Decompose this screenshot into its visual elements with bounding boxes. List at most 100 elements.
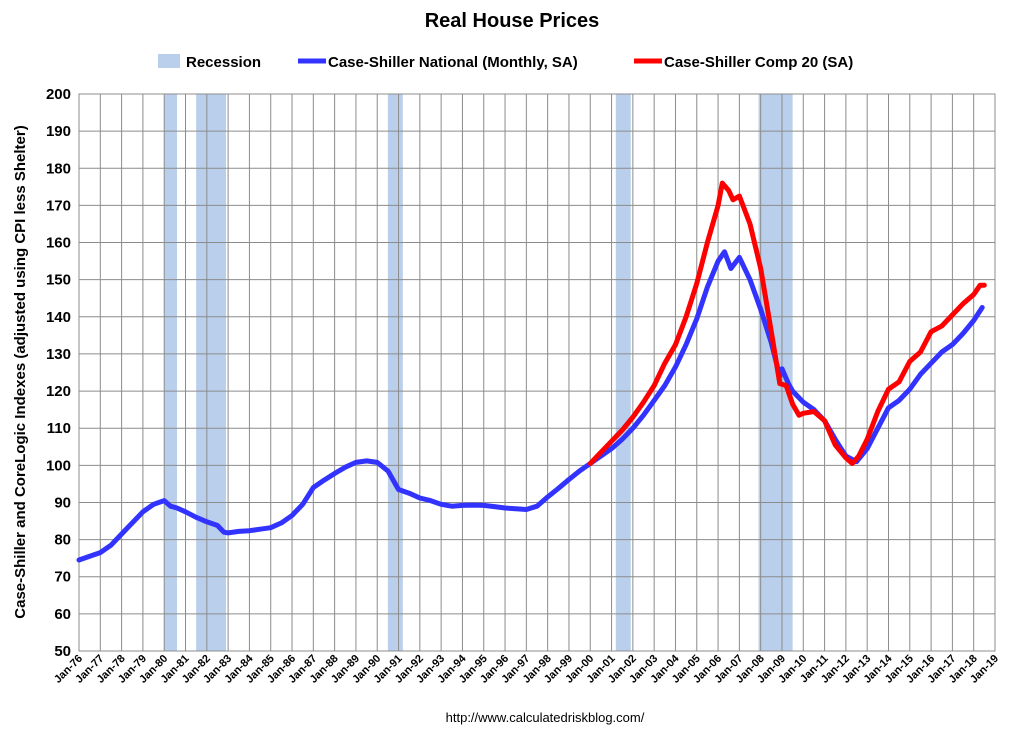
- legend-national-label: Case-Shiller National (Monthly, SA): [328, 54, 578, 71]
- series-0-point-43: [514, 507, 517, 510]
- series-1-point-16: [738, 195, 741, 197]
- series-0-point-23: [301, 503, 304, 506]
- series-0-point-1: [88, 555, 91, 558]
- series-0-point-17: [237, 530, 240, 533]
- series-1-point-4: [632, 416, 634, 418]
- series-0-point-11: [184, 510, 187, 513]
- plot-frame: [78, 93, 996, 652]
- y-tick-label-15: 200: [46, 86, 71, 103]
- series-0-point-42: [504, 507, 506, 509]
- series-1-point-11: [706, 241, 709, 244]
- series-0-point-9: [169, 505, 172, 507]
- series-1-point-33: [887, 388, 890, 391]
- series-1-point-3: [621, 429, 624, 431]
- series-0-point-66: [749, 278, 751, 281]
- series-0-point-64: [730, 267, 732, 270]
- series-0-point-56: [653, 399, 655, 402]
- y-tick-label-3: 80: [54, 532, 71, 549]
- series-0-point-47: [557, 487, 560, 490]
- y-tick-label-4: 90: [54, 494, 71, 511]
- series-1-point-21: [785, 384, 788, 387]
- series-0-point-7: [152, 503, 155, 506]
- series-1-point-32: [877, 410, 879, 413]
- series-1-point-37: [930, 330, 932, 333]
- series-1-point-25: [813, 410, 815, 413]
- series-0-point-44: [525, 508, 528, 511]
- series-1-point-26: [823, 419, 826, 422]
- series-0-point-14: [216, 524, 219, 527]
- y-tick-label-11: 160: [46, 235, 71, 252]
- series-0-point-19: [259, 528, 261, 531]
- series-0-point-18: [248, 529, 251, 532]
- series-0-point-54: [632, 427, 634, 430]
- series-0-point-4: [120, 533, 123, 535]
- series-1-point-42: [979, 284, 981, 287]
- series-0-point-16: [227, 532, 229, 534]
- y-axis: 50 60 70 80 90 100 110 120 130 140 150 160 170 180 190…: [46, 86, 71, 660]
- series-0-point-90: [981, 306, 984, 309]
- series-0-point-34: [419, 497, 421, 499]
- series-1-point-1: [600, 451, 602, 454]
- series-0-point-30: [376, 461, 379, 464]
- series-0-point-48: [568, 478, 570, 481]
- series-1-point-5: [642, 401, 645, 404]
- series-1-point-17: [749, 223, 751, 225]
- series-1-point-27: [834, 444, 837, 446]
- series-0-point-13: [206, 520, 208, 523]
- series-0-point-49: [578, 470, 581, 472]
- series-0-point-67: [759, 308, 762, 311]
- series-0-point-6: [142, 510, 144, 513]
- series-0-point-57: [664, 384, 666, 387]
- series-0-point-22: [291, 514, 293, 517]
- series-1-point-0: [589, 462, 592, 465]
- y-tick-label-1: 60: [54, 606, 71, 623]
- series-1-point-8: [674, 343, 677, 346]
- y-tick-label-5: 100: [46, 457, 71, 474]
- series-1-point-23: [798, 414, 800, 417]
- series-0-point-38: [461, 504, 464, 507]
- series-0-point-10: [176, 507, 178, 509]
- legend: Recession Case-Shiller National (Monthly…: [158, 54, 853, 71]
- series-0-point-82: [898, 399, 900, 402]
- series-0-point-25: [323, 479, 325, 481]
- series-0-point-70: [781, 367, 783, 370]
- series-0-point-73: [802, 401, 805, 404]
- series-1-point-7: [664, 362, 666, 365]
- series-0-point-36: [440, 503, 442, 506]
- series-0-point-41: [493, 505, 496, 508]
- series-0-point-20: [269, 526, 272, 529]
- series-0-point-31: [387, 470, 389, 472]
- legend-recession-swatch: [158, 54, 180, 68]
- series-1-point-35: [908, 360, 911, 363]
- series-0-point-65: [738, 256, 741, 259]
- recession-band-0: [164, 94, 177, 651]
- series-1-point-19: [770, 330, 773, 333]
- series-0-point-32: [397, 488, 400, 491]
- series-line-1: [587, 180, 987, 466]
- series-0-point-40: [482, 504, 485, 507]
- series-0-point-89: [972, 319, 975, 322]
- series-1-point-30: [857, 455, 860, 457]
- series-0-point-46: [546, 496, 549, 498]
- series-0-point-21: [280, 522, 283, 524]
- series-1-point-13: [721, 182, 724, 184]
- legend-comp20-label: Case-Shiller Comp 20 (SA): [664, 54, 853, 71]
- series-0-point-27: [344, 466, 347, 468]
- series-0-point-8: [163, 499, 166, 502]
- y-tick-label-2: 70: [54, 569, 71, 586]
- series-0-point-15: [223, 531, 225, 533]
- y-tick-label-9: 140: [46, 309, 71, 326]
- y-tick-label-12: 170: [46, 197, 71, 214]
- series-0-point-5: [131, 522, 134, 524]
- series-1-point-36: [919, 351, 922, 353]
- series-0-point-86: [940, 351, 943, 353]
- series-1-point-2: [610, 440, 613, 442]
- series-0-point-62: [717, 260, 719, 262]
- series-0-point-52: [610, 447, 613, 450]
- series-0-point-29: [365, 460, 368, 462]
- y-tick-label-14: 190: [46, 123, 71, 140]
- series-0-point-84: [919, 373, 922, 376]
- source-url: http://www.calculatedriskblog.com/: [446, 710, 645, 725]
- y-tick-label-7: 120: [46, 383, 71, 400]
